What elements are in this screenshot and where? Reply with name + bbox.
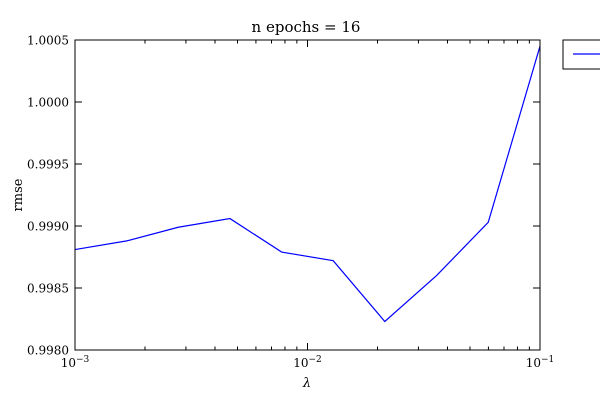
plot-area-frame	[74, 39, 541, 351]
y-axis-label: rmse	[11, 178, 26, 211]
x-tick-label: 10−3	[61, 355, 90, 370]
series-layer	[74, 46, 541, 323]
y-tick-label: 0.9995	[27, 158, 69, 172]
x-tick-label: 10−1	[526, 355, 555, 370]
y-tick-label: 0.9990	[27, 220, 69, 234]
y-tick-label: 1.0005	[27, 34, 69, 48]
legend	[562, 39, 600, 70]
axis-ticks: 0.9980 0.9985 0.9990 0.9995 1.0000 1.0005 10−3…	[27, 34, 554, 371]
chart-title: n epochs = 16	[252, 18, 361, 36]
y-tick-label: 0.9980	[27, 344, 69, 358]
y-tick-label: 0.9985	[27, 282, 69, 296]
series-line-0	[74, 46, 541, 323]
x-tick-label: 10−2	[293, 355, 322, 370]
y-tick-label: 1.0000	[27, 96, 69, 110]
x-axis-label: λ	[302, 376, 311, 391]
